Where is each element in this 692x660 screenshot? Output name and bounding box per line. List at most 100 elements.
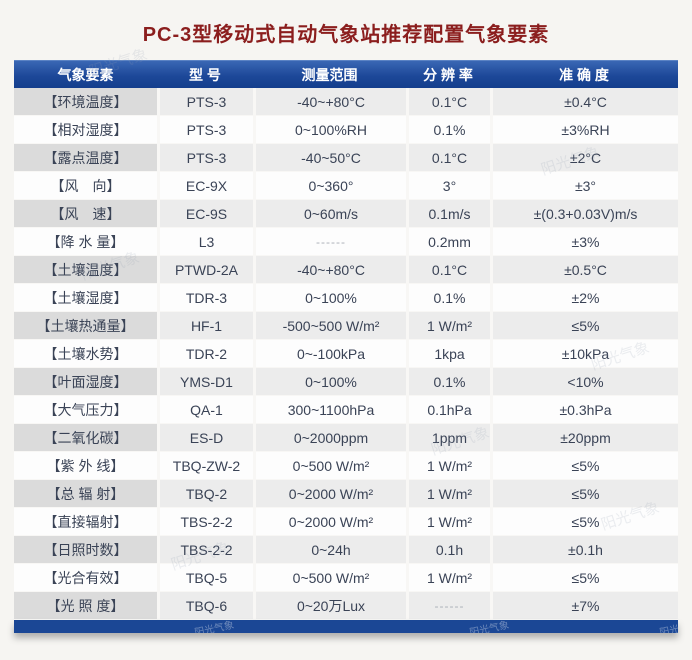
accuracy-cell: ±0.1h [490,536,678,564]
table-row: 【紫 外 线】 TBQ-ZW-2 0~500 W/m² 1 W/m² ≤5% [14,452,678,480]
resolution-cell: 0.1hPa [406,396,490,424]
element-cell: 【土壤水势】 [14,340,157,368]
element-cell: 【露点温度】 [14,144,157,172]
range-cell: 0~-100kPa [253,340,406,368]
table-row: 【土壤热通量】 HF-1 -500~500 W/m² 1 W/m² ≤5% [14,312,678,340]
table-row: 【风 速】 EC-9S 0~60m/s 0.1m/s ±(0.3+0.03V)m/s [14,200,678,228]
table-row: 【降 水 量】 L3 ------ 0.2mm ±3% [14,228,678,256]
table-row: 【光合有效】 TBQ-5 0~500 W/m² 1 W/m² ≤5% [14,564,678,592]
accuracy-cell: ≤5% [490,480,678,508]
accuracy-cell: ±(0.3+0.03V)m/s [490,200,678,228]
accuracy-cell: ±2°C [490,144,678,172]
table-row: 【大气压力】 QA-1 300~1100hPa 0.1hPa ±0.3hPa [14,396,678,424]
resolution-cell: 1 W/m² [406,452,490,480]
accuracy-cell: ±0.3hPa [490,396,678,424]
element-cell: 【二氧化碳】 [14,424,157,452]
table-row: 【直接辐射】 TBS-2-2 0~2000 W/m² 1 W/m² ≤5% [14,508,678,536]
range-cell: 0~2000ppm [253,424,406,452]
table-row: 【环境温度】 PTS-3 -40~+80°C 0.1°C ±0.4°C [14,88,678,116]
accuracy-cell: ≤5% [490,564,678,592]
col-header-element: 气象要素 [14,60,157,88]
element-cell: 【光合有效】 [14,564,157,592]
watermark: 阳光气象 [658,620,678,633]
range-cell: -40~50°C [253,144,406,172]
accuracy-cell: ±10kPa [490,340,678,368]
model-cell: L3 [157,228,253,256]
table-row: 【叶面湿度】 YMS-D1 0~100% 0.1% <10% [14,368,678,396]
resolution-cell: 0.1% [406,284,490,312]
resolution-cell: 0.1% [406,116,490,144]
range-cell: 0~2000 W/m² [253,508,406,536]
col-header-range: 测量范围 [253,60,406,88]
resolution-cell: 0.1m/s [406,200,490,228]
range-cell: 0~100% [253,368,406,396]
model-cell: TBQ-5 [157,564,253,592]
resolution-cell: 1ppm [406,424,490,452]
range-cell: 0~360° [253,172,406,200]
element-cell: 【总 辐 射】 [14,480,157,508]
resolution-cell: 0.2mm [406,228,490,256]
resolution-cell: 1 W/m² [406,508,490,536]
element-cell: 【紫 外 线】 [14,452,157,480]
element-cell: 【风 速】 [14,200,157,228]
table-row: 【日照时数】 TBS-2-2 0~24h 0.1h ±0.1h [14,536,678,564]
element-cell: 【叶面湿度】 [14,368,157,396]
element-cell: 【光 照 度】 [14,592,157,620]
model-cell: EC-9S [157,200,253,228]
model-cell: YMS-D1 [157,368,253,396]
col-header-model: 型 号 [157,60,253,88]
model-cell: TBS-2-2 [157,508,253,536]
model-cell: ES-D [157,424,253,452]
resolution-cell: 3° [406,172,490,200]
accuracy-cell: ≤5% [490,508,678,536]
accuracy-cell: ±3%RH [490,116,678,144]
accuracy-cell: <10% [490,368,678,396]
table-row: 【风 向】 EC-9X 0~360° 3° ±3° [14,172,678,200]
element-cell: 【相对湿度】 [14,116,157,144]
accuracy-cell: ±0.4°C [490,88,678,116]
table-row: 【光 照 度】 TBQ-6 0~20万Lux ------ ±7% [14,592,678,620]
watermark: 阳光气象 [193,620,236,633]
range-cell: 0~60m/s [253,200,406,228]
model-cell: EC-9X [157,172,253,200]
model-cell: TBS-2-2 [157,536,253,564]
range-cell: 0~500 W/m² [253,452,406,480]
resolution-cell: 0.1°C [406,88,490,116]
watermark: 阳光气象 [468,620,511,633]
resolution-cell: 1 W/m² [406,564,490,592]
model-cell: PTWD-2A [157,256,253,284]
model-cell: PTS-3 [157,144,253,172]
range-cell: 300~1100hPa [253,396,406,424]
element-cell: 【大气压力】 [14,396,157,424]
resolution-cell: 1kpa [406,340,490,368]
resolution-cell: 0.1°C [406,144,490,172]
range-cell: 0~100%RH [253,116,406,144]
table-body: 【环境温度】 PTS-3 -40~+80°C 0.1°C ±0.4°C 【相对湿度】 PTS… [14,88,678,620]
accuracy-cell: ≤5% [490,452,678,480]
table-row: 【土壤水势】 TDR-2 0~-100kPa 1kpa ±10kPa [14,340,678,368]
element-cell: 【环境温度】 [14,88,157,116]
element-cell: 【日照时数】 [14,536,157,564]
model-cell: PTS-3 [157,88,253,116]
range-cell: 0~500 W/m² [253,564,406,592]
element-cell: 【直接辐射】 [14,508,157,536]
table-row: 【总 辐 射】 TBQ-2 0~2000 W/m² 1 W/m² ≤5% [14,480,678,508]
element-cell: 【土壤温度】 [14,256,157,284]
table-footer-bar: 阳光气象 阳光气象 阳光气象 [14,620,678,633]
range-cell: -40~+80°C [253,256,406,284]
range-cell: -40~+80°C [253,88,406,116]
accuracy-cell: ±3° [490,172,678,200]
element-cell: 【土壤热通量】 [14,312,157,340]
range-cell: 0~24h [253,536,406,564]
header-row: 气象要素 型 号 测量范围 分 辨 率 准 确 度 [14,60,678,88]
resolution-cell: 1 W/m² [406,480,490,508]
table-row: 【土壤湿度】 TDR-3 0~100% 0.1% ±2% [14,284,678,312]
accuracy-cell: ±0.5°C [490,256,678,284]
model-cell: HF-1 [157,312,253,340]
accuracy-cell: ±3% [490,228,678,256]
model-cell: TDR-2 [157,340,253,368]
range-cell: 0~100% [253,284,406,312]
resolution-cell: ------ [406,592,490,620]
element-cell: 【风 向】 [14,172,157,200]
